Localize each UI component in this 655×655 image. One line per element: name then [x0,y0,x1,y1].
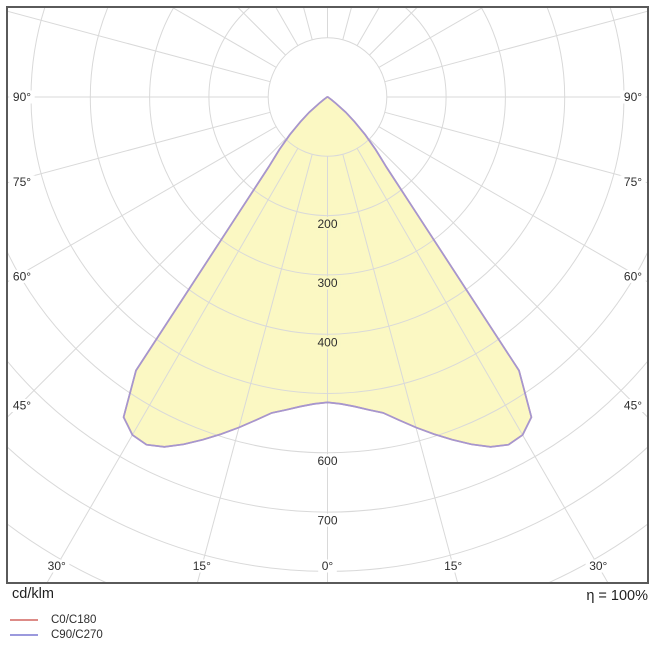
angle-label-right-45: 45° [624,399,642,413]
ring-label-200-bg [314,217,341,231]
angle-label-left-60-bg [9,269,35,283]
angle-label-left-15-bg [189,559,215,573]
legend-item-c90: C90/C270 [10,628,103,644]
ring-label-600: 600 [317,454,337,468]
angle-label-left-45: 45° [13,399,31,413]
legend-label-c0: C0/C180 [51,613,97,626]
angle-label-left-15: 15° [193,559,211,573]
polar-spoke-105 [384,10,648,83]
polar-spoke-255 [7,10,271,83]
polar-spoke-330 [46,148,299,583]
polar-spoke-285 [7,111,271,184]
angle-label-0-bg [318,559,337,573]
angle-label-right-90-bg [620,90,646,104]
angle-label-right-15: 15° [444,559,462,573]
angle-label-left-30: 30° [48,559,66,573]
angle-label-left-30-bg [44,559,70,573]
angle-label-right-45-bg [620,399,646,412]
angle-label-right-60-bg [620,269,646,283]
polar-spoke-195 [302,7,313,40]
angle-label-right-75: 75° [624,175,642,189]
angle-label-right-60: 60° [624,270,642,284]
units-label: cd/klm [12,586,54,602]
angle-label-right-90: 90° [624,90,642,104]
polar-spoke-120 [378,7,485,68]
ring-label-300-bg [314,276,341,290]
legend-label-c90: C90/C270 [51,629,103,642]
polar-spoke-30 [356,148,609,583]
polar-grid [7,7,648,583]
angle-label-0: 0° [322,559,334,573]
angle-label-left-45-bg [9,399,35,412]
polar-spoke-60 [378,126,648,283]
polar-spoke-15 [342,154,459,583]
ring-label-300: 300 [317,276,337,290]
ring-label-200: 200 [317,217,337,231]
angle-label-right-30-bg [585,559,611,573]
angle-label-left-90-bg [9,90,35,104]
ring-label-700: 700 [317,513,337,527]
ring-label-400-bg [314,335,341,349]
angle-label-left-90: 90° [13,90,31,104]
polar-spoke-345 [196,154,313,583]
angle-label-right-30: 30° [589,559,607,573]
polar-spoke-75 [384,111,648,184]
polar-spoke-225 [236,7,286,56]
angle-label-right-75-bg [620,175,646,189]
ring-label-700-bg [314,513,341,527]
angle-label-left-60: 60° [13,270,31,284]
polar-spoke-135 [369,7,419,56]
polar-spoke-240 [170,7,277,68]
angle-label-left-75-bg [9,175,35,189]
c0-line-swatch [10,618,38,621]
polar-spoke-300 [7,126,277,283]
polar-spoke-165 [342,7,353,40]
polar-spoke-45 [369,138,648,419]
intensity-curve-c90-c270 [122,96,533,448]
ring-label-400: 400 [317,335,337,349]
angle-label-right-15-bg [440,559,466,573]
ring-label-600-bg [314,454,341,468]
plot-border [6,6,649,584]
legend: C0/C180 C90/C270 [10,612,103,643]
legend-item-c0: C0/C180 [10,612,103,628]
angle-label-left-75: 75° [13,175,31,189]
efficiency-label: η = 100% [586,588,648,604]
polar-spoke-315 [7,138,286,419]
c90-line-swatch [10,634,38,637]
polar-chart: 200 300 400 600 700 0° 15° 15° 30° 30° 45° 45° 60° 60… [6,6,649,584]
